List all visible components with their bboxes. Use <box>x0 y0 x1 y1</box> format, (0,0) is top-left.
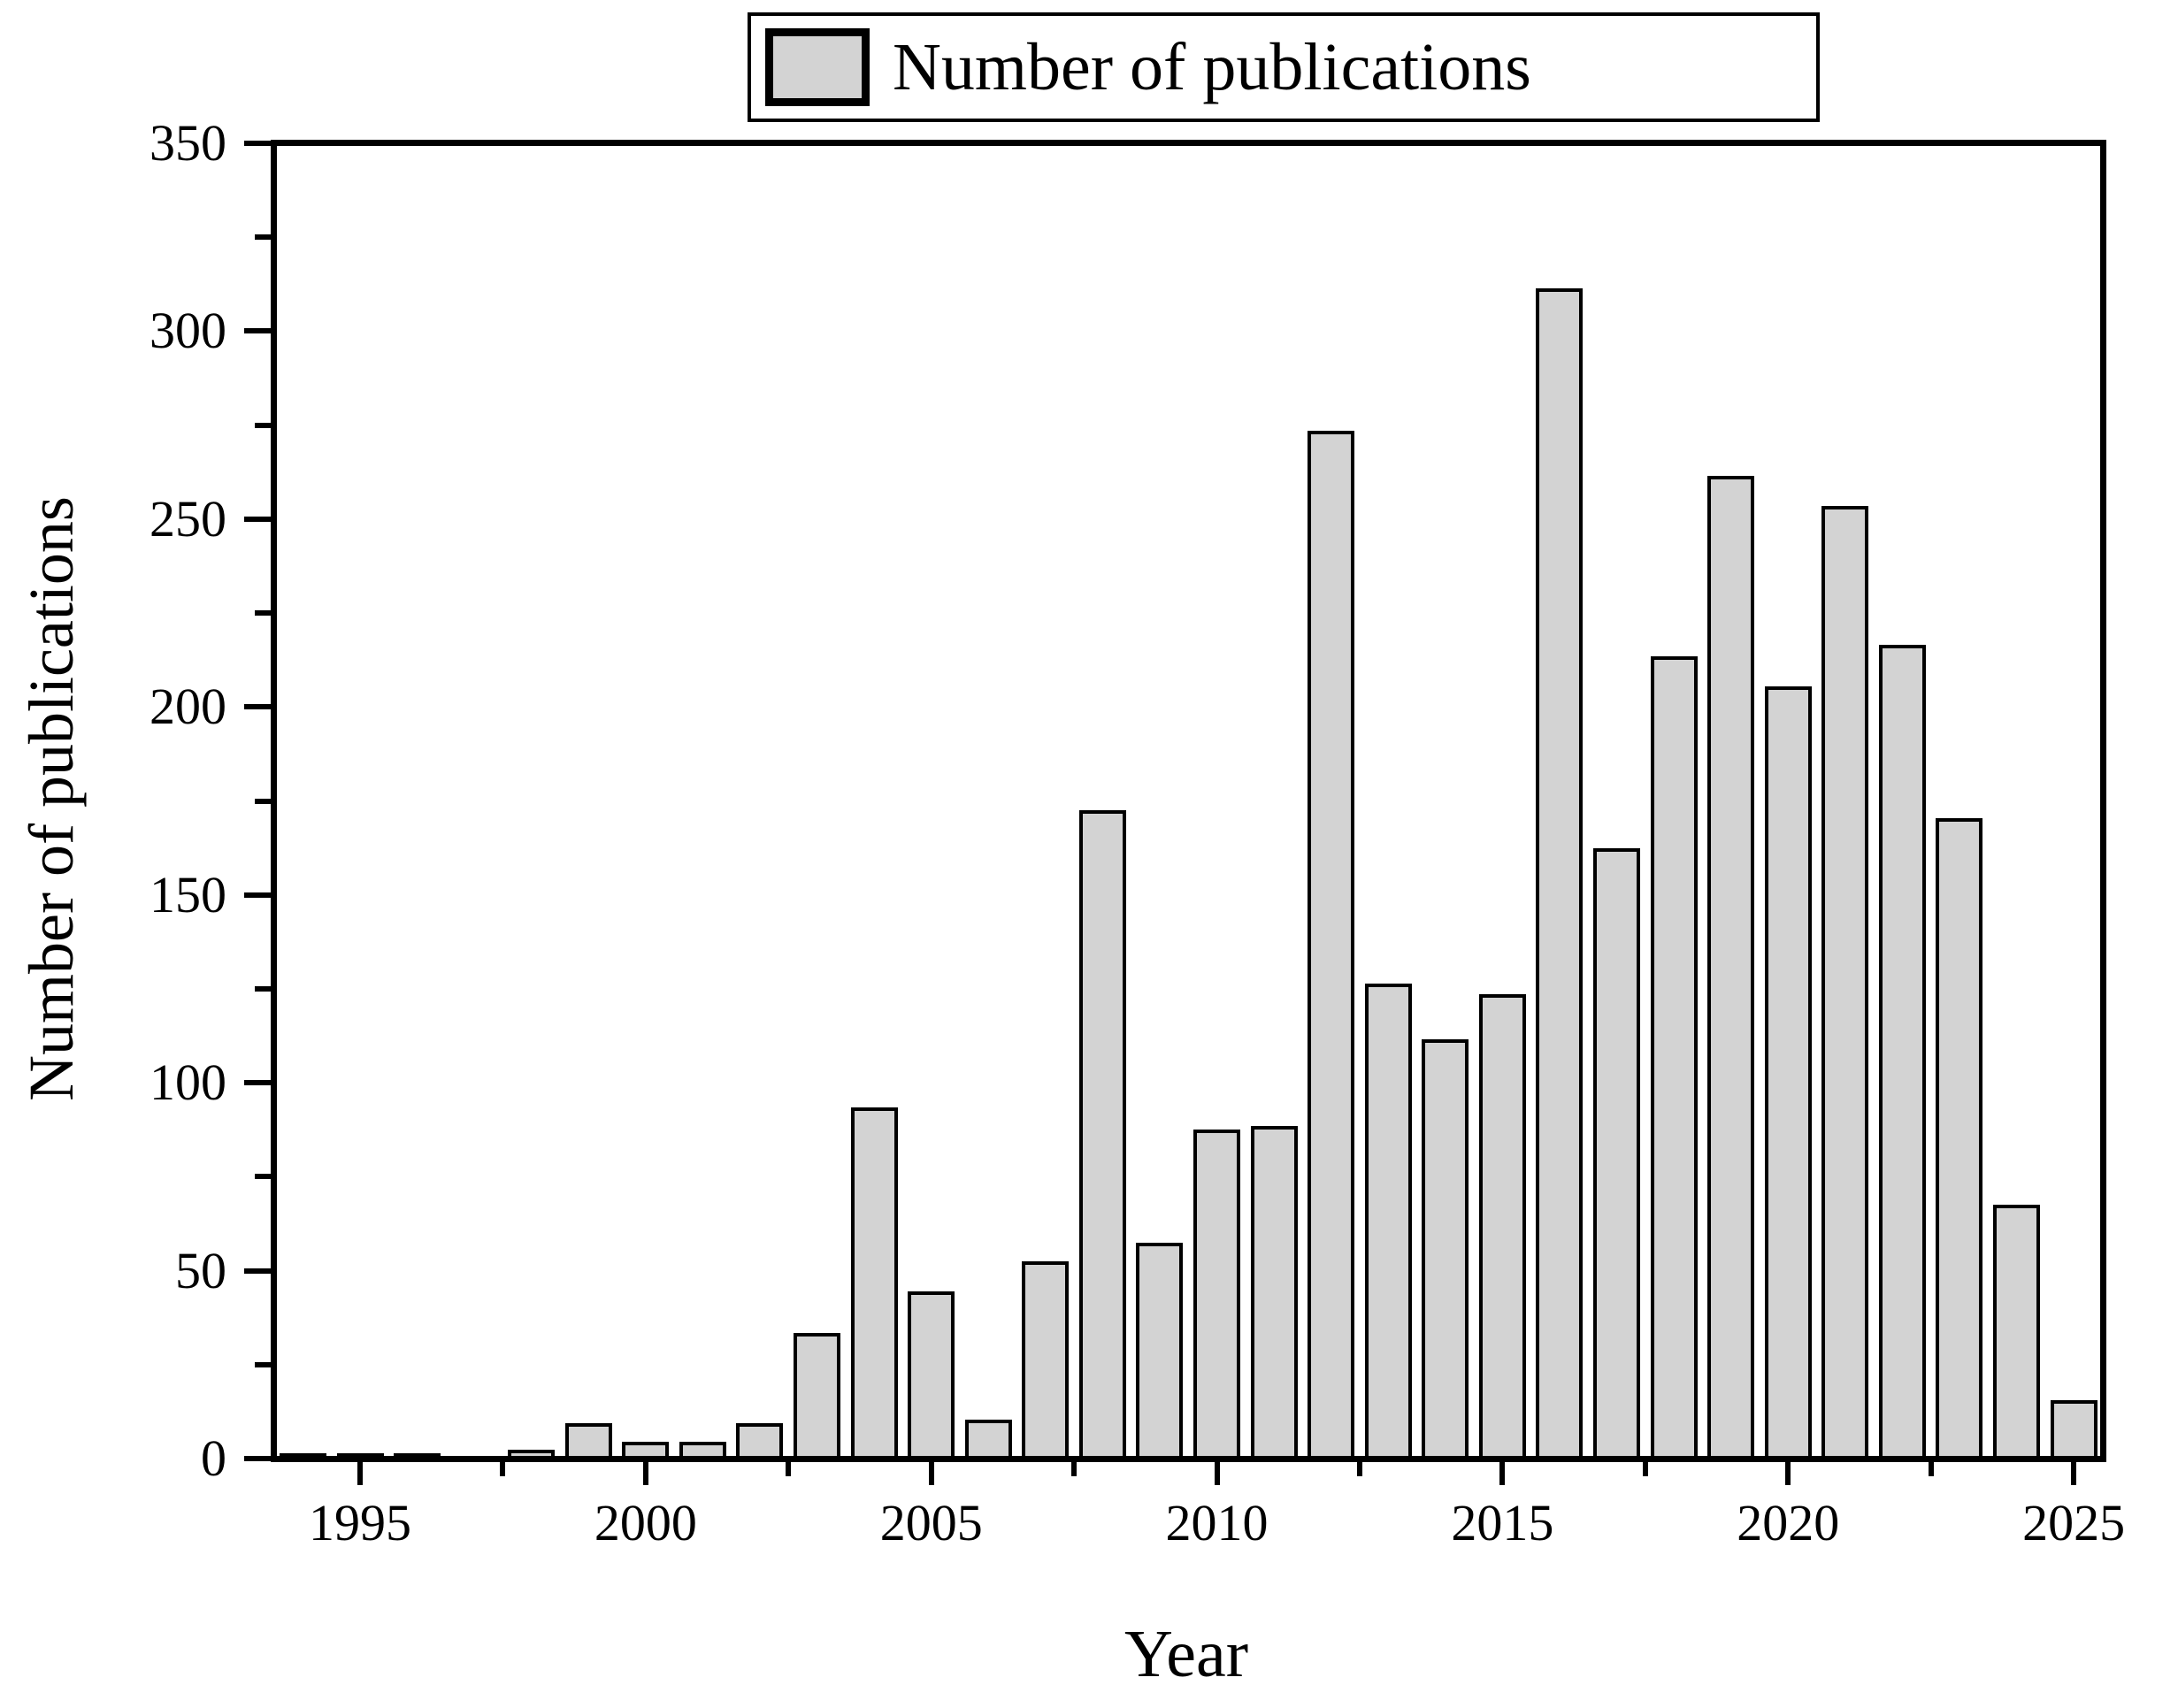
y-major-tick-150 <box>244 892 271 898</box>
y-tick-label-0: 0 <box>201 1429 226 1487</box>
y-major-tick-0 <box>244 1456 271 1461</box>
x-tick-label-1995: 1995 <box>309 1494 411 1551</box>
y-tick-label-100: 100 <box>150 1053 226 1112</box>
bar-2016 <box>1536 287 1584 1462</box>
bar-2002 <box>736 1422 784 1462</box>
x-major-tick-2000 <box>642 1462 648 1485</box>
x-tick-label-2000: 2000 <box>594 1494 697 1551</box>
bar-2023 <box>1936 817 1983 1462</box>
bar-2012 <box>1308 431 1355 1462</box>
y-minor-tick-175 <box>255 798 271 804</box>
y-minor-tick-25 <box>255 1361 271 1367</box>
plot-frame <box>271 140 2106 1462</box>
x-major-tick-2010 <box>1214 1462 1220 1485</box>
bar-2020 <box>1764 686 1812 1462</box>
bar-2011 <box>1250 1126 1298 1462</box>
x-minor-tick-2012.5 <box>1356 1462 1362 1476</box>
y-tick-label-350: 350 <box>150 114 226 172</box>
y-major-tick-250 <box>244 516 271 522</box>
bar-2018 <box>1650 656 1698 1462</box>
x-minor-tick-1997.5 <box>500 1462 506 1476</box>
bar-2004 <box>850 1107 898 1462</box>
x-tick-label-2005: 2005 <box>879 1494 983 1551</box>
bar-2022 <box>1878 645 1926 1462</box>
x-minor-tick-2007.5 <box>1071 1462 1077 1476</box>
y-major-tick-300 <box>244 328 271 334</box>
bar-2010 <box>1193 1130 1241 1462</box>
x-minor-tick-2002.5 <box>786 1462 792 1476</box>
x-minor-tick-2017.5 <box>1642 1462 1648 1476</box>
x-tick-label-2020: 2020 <box>1737 1494 1840 1551</box>
x-major-tick-2005 <box>928 1462 934 1485</box>
bar-2009 <box>1136 1242 1184 1462</box>
x-tick-label-2010: 2010 <box>1165 1494 1269 1551</box>
bar-2007 <box>1022 1261 1070 1462</box>
bar-2008 <box>1078 810 1126 1462</box>
bar-2021 <box>1821 506 1869 1462</box>
y-minor-tick-225 <box>255 610 271 617</box>
y-minor-tick-275 <box>255 422 271 428</box>
x-tick-label-2015: 2015 <box>1451 1494 1554 1551</box>
x-minor-tick-2022.5 <box>1928 1462 1934 1476</box>
legend-label: Number of publications <box>893 30 1531 104</box>
bar-2003 <box>794 1332 841 1462</box>
bar-2013 <box>1364 983 1412 1462</box>
bar-2014 <box>1422 1039 1469 1462</box>
bar-2005 <box>908 1291 955 1462</box>
x-major-tick-1995 <box>357 1462 363 1485</box>
y-major-tick-200 <box>244 704 271 710</box>
x-major-tick-2015 <box>1499 1462 1506 1485</box>
bar-2015 <box>1478 994 1526 1462</box>
y-major-tick-50 <box>244 1268 271 1274</box>
y-tick-label-200: 200 <box>150 678 226 736</box>
bar-2024 <box>1993 1205 2041 1462</box>
y-minor-tick-325 <box>255 234 271 241</box>
legend: Number of publications <box>748 12 1820 122</box>
y-tick-label-150: 150 <box>150 865 226 923</box>
y-major-tick-350 <box>244 141 271 146</box>
x-tick-label-2025: 2025 <box>2022 1494 2126 1551</box>
y-major-tick-100 <box>244 1080 271 1086</box>
bar-2025 <box>2050 1400 2097 1462</box>
bar-2019 <box>1707 476 1755 1462</box>
y-axis-title: Number of publications <box>16 496 87 1101</box>
x-major-tick-2020 <box>1785 1462 1791 1485</box>
y-minor-tick-75 <box>255 1174 271 1180</box>
y-tick-label-50: 50 <box>175 1241 226 1299</box>
bar-2017 <box>1593 847 1641 1462</box>
x-major-tick-2025 <box>2071 1462 2077 1485</box>
x-axis-title: Year <box>1124 1617 1249 1691</box>
y-tick-label-300: 300 <box>150 302 226 360</box>
y-tick-label-250: 250 <box>150 489 226 548</box>
legend-swatch <box>765 28 870 106</box>
y-minor-tick-125 <box>255 985 271 992</box>
